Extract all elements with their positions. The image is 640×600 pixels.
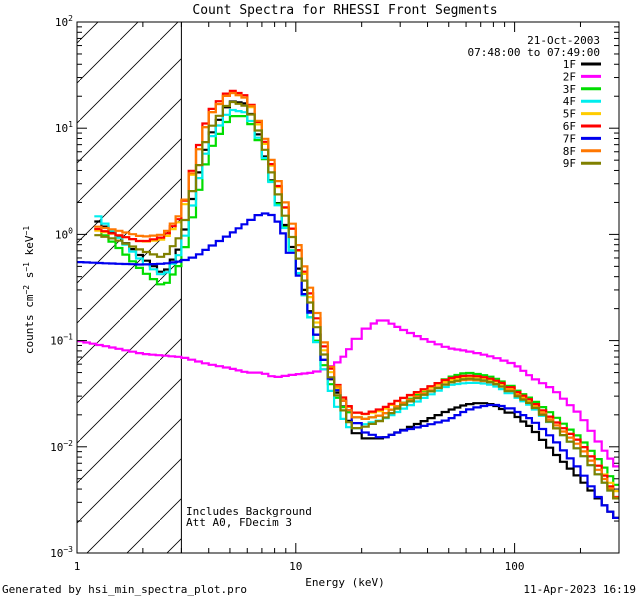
- footer-timestamp: 11-Apr-2023 16:19: [523, 583, 636, 596]
- legend-label-8F: 8F: [563, 145, 576, 158]
- x-axis-label: Energy (keV): [305, 576, 384, 589]
- y-axis-label: counts cm−2 s−1 keV−1: [22, 226, 36, 354]
- date-label: 21-Oct-2003: [527, 34, 600, 47]
- y-axis-label-unit2: s: [23, 272, 36, 279]
- chart-title: Count Spectra for RHESSI Front Segments: [192, 3, 497, 18]
- legend-label-2F: 2F: [563, 70, 576, 83]
- axis-ticks: [76, 21, 620, 554]
- x-tick-label: 10: [289, 560, 302, 573]
- legend-label-5F: 5F: [563, 108, 576, 121]
- y-axis-label-unit3: keV: [23, 235, 36, 255]
- plot-frame: [76, 21, 620, 554]
- y-axis-label-exp1: −2: [22, 285, 31, 295]
- x-tick-label: 100: [505, 560, 525, 573]
- footer-generated-by: Generated by hsi_min_spectra_plot.pro: [2, 583, 248, 596]
- series-layer: [77, 89, 619, 519]
- y-tick-label: 10−1: [50, 333, 73, 348]
- x-tick-labels: 1 10 100: [74, 560, 525, 573]
- y-tick-label: 100: [55, 226, 73, 241]
- legend-label-9F: 9F: [563, 157, 576, 170]
- y-tick-labels: 10−3 10−2 10−1 100 101 102: [50, 14, 73, 560]
- y-axis-label-exp2: −1: [22, 262, 31, 272]
- legend-label-6F: 6F: [563, 120, 576, 133]
- y-axis-label-main: counts cm: [23, 294, 36, 354]
- series-line-9F: [94, 100, 619, 500]
- y-tick-label: 102: [55, 14, 73, 29]
- time-range-label: 07:48:00 to 07:49:00: [468, 46, 600, 59]
- y-tick-label: 101: [55, 120, 73, 135]
- legend-label-7F: 7F: [563, 132, 576, 145]
- y-tick-label: 10−3: [50, 545, 73, 560]
- x-tick-label: 1: [74, 560, 81, 573]
- annotation-background: Includes Background: [186, 505, 312, 518]
- legend-label-1F: 1F: [563, 58, 576, 71]
- y-axis-label-exp3: −1: [22, 226, 31, 236]
- y-tick-label: 10−2: [50, 439, 73, 454]
- legend-label-3F: 3F: [563, 83, 576, 96]
- legend-label-4F: 4F: [563, 95, 576, 108]
- series-line-2F: [77, 319, 619, 468]
- annotation-attenuator: Att A0, FDecim 3: [186, 516, 292, 529]
- attenuator-hatch-region: [77, 22, 182, 553]
